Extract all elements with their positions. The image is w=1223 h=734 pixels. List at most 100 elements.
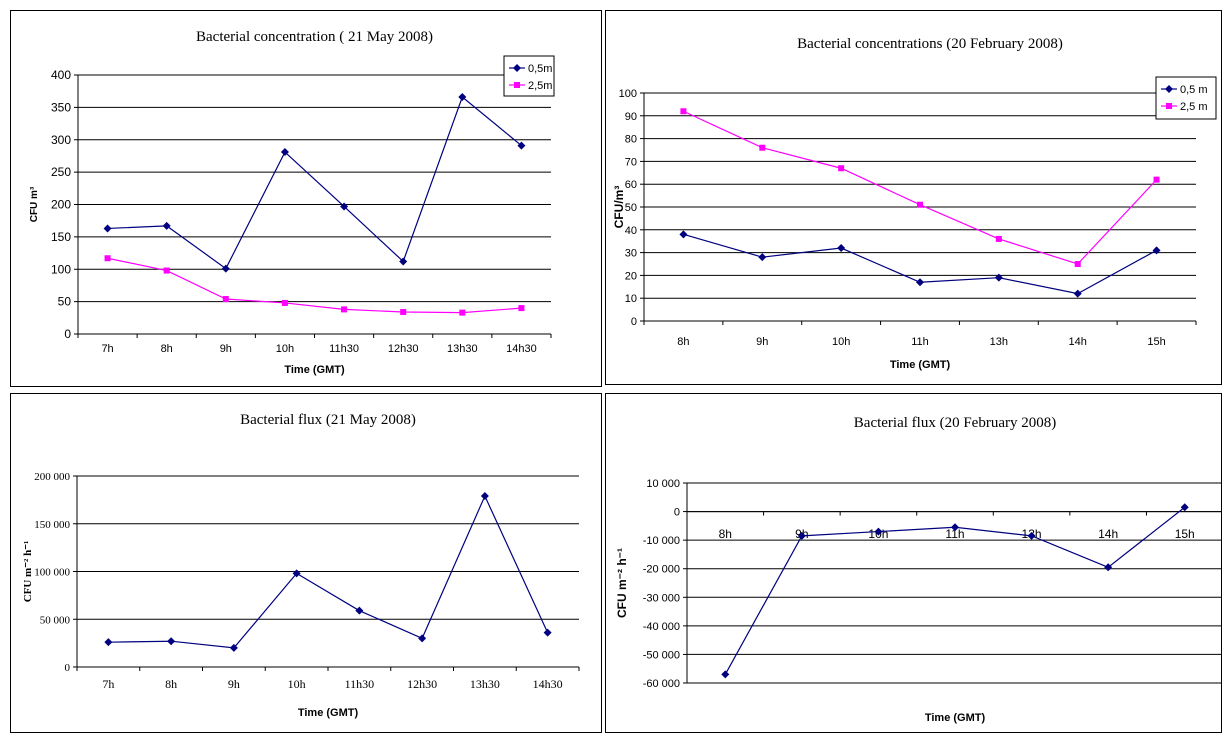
x-tick-label: 11h30 <box>329 343 359 355</box>
y-tick-label: 250 <box>51 165 71 179</box>
data-point <box>459 309 466 316</box>
data-point <box>951 523 959 532</box>
chart-concentration-february: Bacterial concentrations (20 February 20… <box>612 36 1217 371</box>
x-tick-label: 8h <box>677 336 689 348</box>
series-line <box>683 110 1158 265</box>
y-tick-label: -60 000 <box>643 678 680 690</box>
chart-flux-february: Bacterial flux (20 February 2008) -60 000… <box>615 415 1221 724</box>
data-point <box>103 224 112 233</box>
x-axis-label: Time (GMT) <box>284 364 345 376</box>
data-point <box>721 670 730 679</box>
x-tick-label: 14h <box>1098 527 1118 541</box>
y-tick-label: 80 <box>625 134 637 146</box>
data-point <box>1180 503 1189 512</box>
data-point <box>1027 531 1036 540</box>
y-tick-label: 0 <box>64 327 71 341</box>
x-tick-label: 14h30 <box>533 677 563 691</box>
y-axis-label: CFU/m³ <box>612 186 626 229</box>
x-tick-label: 11h <box>911 336 929 348</box>
y-tick-label: 150 000 <box>34 519 70 531</box>
x-tick-label: 13h30 <box>470 677 500 691</box>
x-tick-label: 8h <box>161 343 173 355</box>
legend-marker <box>513 64 521 72</box>
legend-box <box>503 55 555 97</box>
y-tick-label: -40 000 <box>643 621 680 633</box>
y-tick-label: 0 <box>65 662 71 674</box>
data-point <box>679 230 688 239</box>
x-tick-label: 7h <box>102 677 114 691</box>
legend-label: 0,5 m <box>1180 84 1208 96</box>
chart-flux-may: Bacterial flux (21 May 2008) 0 50 000 100 0… <box>22 412 580 719</box>
data-point <box>874 527 883 536</box>
data-point <box>229 643 238 652</box>
data-point <box>995 235 1002 242</box>
chart-concentration-may: Bacterial concentration ( 21 May 2008) 0 5… <box>29 29 555 376</box>
x-tick-label: 10h <box>276 343 294 355</box>
data-point <box>281 299 288 306</box>
legend-marker <box>514 82 520 88</box>
data-point <box>480 492 489 501</box>
data-point <box>104 638 113 647</box>
data-point <box>222 296 229 303</box>
x-tick-label: 12h30 <box>388 343 419 355</box>
y-tick-label: 200 <box>51 198 71 212</box>
data-point <box>458 93 467 102</box>
data-point <box>1153 176 1160 183</box>
y-tick-label: -30 000 <box>643 592 680 604</box>
x-tick-label: 9h <box>756 336 768 348</box>
legend-marker <box>1165 85 1173 93</box>
chart-panel-flux-may: Bacterial flux (21 May 2008) 0 50 000 100 0… <box>10 393 602 733</box>
data-point <box>163 267 170 274</box>
y-tick-label: 20 <box>625 270 637 282</box>
y-tick-label: 10 000 <box>646 478 680 490</box>
y-tick-label: 0 <box>631 316 637 328</box>
data-point <box>167 637 176 646</box>
data-point <box>104 255 111 262</box>
y-tick-label: 100 <box>51 262 71 276</box>
series-line <box>107 257 522 314</box>
y-tick-label: 10 <box>625 293 637 305</box>
x-tick-label: 14h30 <box>506 343 537 355</box>
y-axis-label: CFU m⁻² h⁻¹ <box>615 548 629 618</box>
y-tick-label: 50 <box>58 295 72 309</box>
x-tick-label: 8h <box>719 527 732 541</box>
data-point <box>838 165 845 172</box>
data-point <box>355 606 364 615</box>
y-tick-label: 150 <box>51 230 71 244</box>
y-tick-label: 350 <box>51 100 71 114</box>
data-point <box>994 273 1003 282</box>
x-tick-label: 8h <box>165 677 177 691</box>
data-point <box>1074 261 1081 267</box>
legend-marker <box>1166 103 1172 109</box>
y-tick-label: -10 000 <box>643 535 680 547</box>
data-point <box>518 305 525 312</box>
y-tick-label: 60 <box>625 179 637 191</box>
chart-panel-flux-february: Bacterial flux (20 February 2008) -60 000… <box>605 393 1222 733</box>
x-tick-label: 15h <box>1147 336 1165 348</box>
x-tick-label: 15h <box>1175 527 1195 541</box>
y-tick-label: 50 <box>625 202 637 214</box>
y-tick-label: -50 000 <box>643 649 680 661</box>
data-point <box>680 108 687 115</box>
x-tick-label: 7h <box>101 343 113 355</box>
data-point <box>341 306 348 313</box>
y-tick-label: -20 000 <box>643 564 680 576</box>
data-point <box>758 253 767 262</box>
legend-label: 2,5m <box>528 80 552 92</box>
y-tick-label: 50 000 <box>40 614 71 626</box>
data-point <box>1073 289 1082 298</box>
x-tick-label: 13h30 <box>447 343 478 355</box>
x-tick-label: 13h <box>990 336 1008 348</box>
data-point <box>759 144 766 151</box>
y-tick-label: 400 <box>51 68 71 82</box>
data-point <box>916 278 924 287</box>
x-tick-label: 9h <box>228 677 240 691</box>
chart-panel-concentration-may: Bacterial concentration ( 21 May 2008) 0 5… <box>10 10 602 387</box>
data-point <box>837 244 846 253</box>
x-tick-label: 11h <box>945 527 964 541</box>
data-point <box>280 148 289 157</box>
legend-box <box>1155 76 1217 120</box>
y-axis-label: CFU m³ <box>29 186 40 222</box>
y-tick-label: 70 <box>625 156 637 168</box>
legend-label: 2,5 m <box>1180 101 1208 113</box>
